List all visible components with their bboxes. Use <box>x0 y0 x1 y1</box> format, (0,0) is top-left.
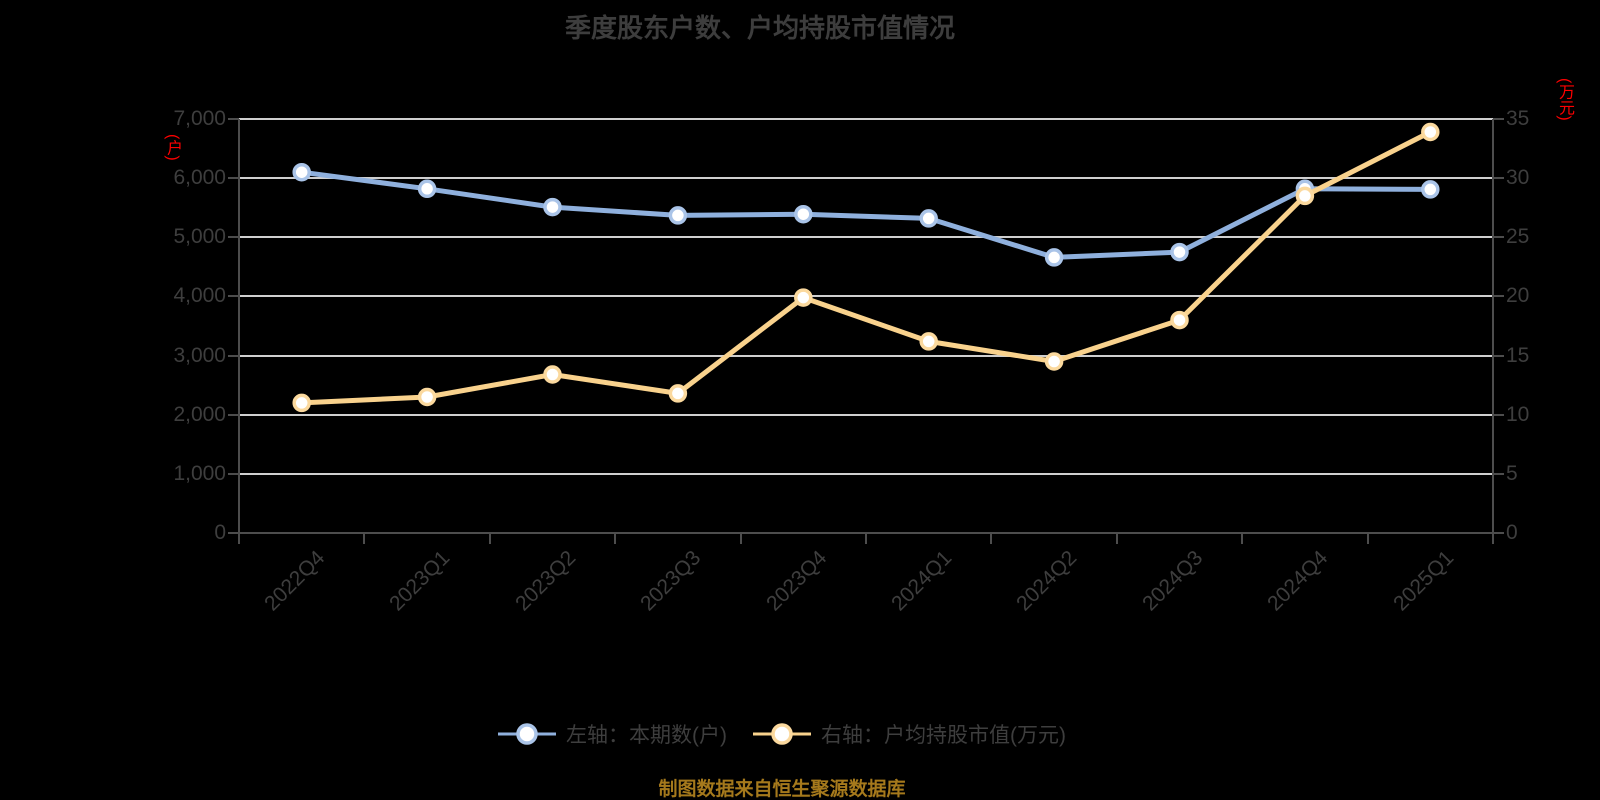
right-axis-tick <box>1493 532 1504 534</box>
left-axis-tick <box>228 472 239 475</box>
right-axis-tick-label: 10 <box>1506 402 1530 426</box>
data-point-marker <box>1295 186 1315 206</box>
right-axis-tick-label: 35 <box>1506 107 1530 130</box>
left-axis-tick-label: 4,000 <box>173 284 226 308</box>
gridline <box>239 354 1493 357</box>
left-axis-tick <box>228 236 239 239</box>
data-point-marker <box>292 162 311 182</box>
x-axis-tick <box>865 533 867 544</box>
left-axis-tick <box>228 354 239 357</box>
series-line-1 <box>299 129 1433 406</box>
data-point-marker <box>543 365 562 384</box>
right-axis-tick <box>1493 177 1504 180</box>
data-point-marker <box>1170 310 1189 330</box>
left-axis-tick <box>228 532 239 534</box>
legend-label: 右轴：户均持股市值(万元) <box>821 724 1066 747</box>
data-point-marker <box>794 204 813 224</box>
source-note: 制图数据来自恒生聚源数据库 <box>658 779 906 800</box>
data-point-marker <box>919 332 938 351</box>
left-axis-tick-label: 1,000 <box>173 461 226 485</box>
x-axis-tick <box>739 533 742 544</box>
right-axis-tick <box>1493 118 1504 120</box>
right-axis-tick <box>1493 295 1504 298</box>
legend: 左轴：本期数(户) 右轴：户均持股市值(万元) <box>0 719 1564 749</box>
data-point-marker <box>1421 122 1440 142</box>
x-axis-tick <box>363 533 366 544</box>
gridline <box>239 413 1493 416</box>
gridline <box>239 295 1493 298</box>
series-line-0 <box>299 169 1433 260</box>
right-axis-tick-label: 0 <box>1506 521 1518 544</box>
left-axis-tick-label: 5,000 <box>173 225 226 249</box>
x-axis-tick <box>488 533 491 544</box>
legend-label: 左轴：本期数(户) <box>566 724 727 747</box>
left-axis-tick-label: 3,000 <box>173 343 226 367</box>
data-point-marker <box>668 384 688 403</box>
data-point-marker <box>1170 242 1189 262</box>
data-point-marker <box>1044 352 1064 371</box>
right-axis-tick <box>1493 354 1504 357</box>
right-axis-tick-label: 15 <box>1506 343 1530 367</box>
data-point-marker <box>1044 248 1064 267</box>
x-axis-tick <box>614 533 617 544</box>
right-axis-tick <box>1493 472 1504 475</box>
right-axis-tick-label: 20 <box>1506 284 1530 308</box>
x-axis-tick <box>1115 533 1118 544</box>
legend-marker-icon <box>753 723 811 745</box>
gridline <box>239 236 1493 239</box>
gridline <box>239 177 1493 180</box>
data-point-marker <box>1421 180 1440 199</box>
data-point-marker <box>417 179 437 199</box>
right-axis-tick <box>1493 413 1504 416</box>
data-point-marker <box>919 209 938 228</box>
right-axis-tick-label: 30 <box>1506 166 1530 190</box>
x-axis-tick <box>990 533 993 544</box>
legend-marker-icon <box>498 723 556 745</box>
chart-title: 季度股东户数、户均持股市值情况 <box>564 13 955 43</box>
data-point-marker <box>292 393 311 413</box>
left-axis-tick-label: 7,000 <box>173 107 226 130</box>
right-axis-tick-label: 25 <box>1506 225 1530 249</box>
left-axis-tick-label: 6,000 <box>173 166 226 190</box>
left-axis-unit-label: (户) <box>164 134 181 161</box>
left-axis-tick <box>228 118 239 120</box>
data-point-marker <box>543 197 562 217</box>
x-axis-tick <box>1492 533 1494 544</box>
x-axis-tick <box>1366 533 1369 544</box>
x-axis-tick <box>1241 533 1244 544</box>
data-point-marker <box>794 288 813 307</box>
right-axis-tick-label: 5 <box>1506 461 1518 485</box>
right-axis-line <box>1492 119 1494 535</box>
legend-item: 左轴：本期数(户) <box>498 719 727 749</box>
data-point-marker <box>417 387 437 407</box>
left-axis-tick <box>228 177 239 180</box>
left-axis-line <box>238 119 240 535</box>
legend-item: 右轴：户均持股市值(万元) <box>753 719 1066 749</box>
right-axis-tick <box>1493 236 1504 239</box>
left-axis-tick-label: 2,000 <box>173 402 226 426</box>
right-axis-unit-label: (万元) <box>1556 78 1573 121</box>
x-axis-tick <box>238 533 240 544</box>
left-axis-tick <box>228 295 239 298</box>
data-point-marker <box>668 206 688 225</box>
gridline <box>239 472 1493 475</box>
left-axis-tick-label: 0 <box>214 521 226 544</box>
gridline <box>239 118 1493 120</box>
left-axis-tick <box>228 413 239 416</box>
